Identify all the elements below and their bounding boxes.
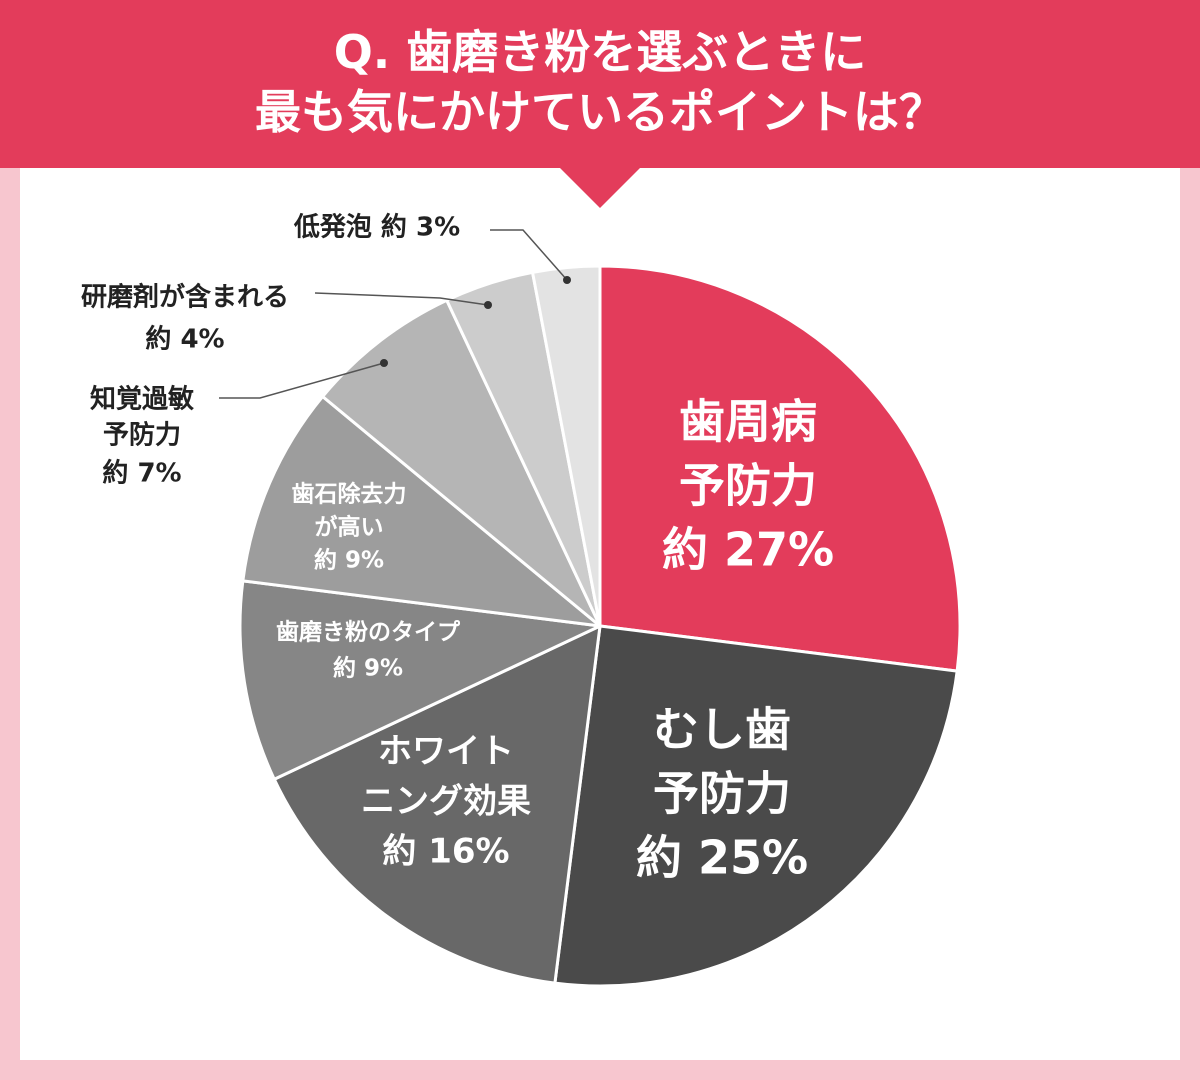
question-title-line-1: Q. 歯磨き粉を選ぶときに (333, 25, 867, 79)
leader-dot (563, 276, 571, 284)
slice-value-label: 約 9% (333, 655, 403, 682)
pie-slice (272, 624, 602, 985)
pie-slice (531, 264, 602, 628)
slice-value-label: 約 16% (382, 832, 509, 872)
chart-panel: 歯周病 予防力約 27% むし歯 予防力約 25% ホワイト ニング効果約 16% 歯磨き粉… (20, 168, 1180, 1060)
slice-value-label: 約 9% (314, 547, 384, 574)
slice-label: 予防力 (679, 459, 817, 513)
leader-line (490, 229, 568, 281)
question-title-line-2: 最も気にかけているポイントは？ (255, 85, 945, 139)
slice-value-label: 約 25% (636, 831, 808, 885)
slice-label: 研磨剤が含まれる (81, 282, 289, 313)
slice-value-label: 約 7% (102, 458, 181, 489)
slice-label: が高い (315, 514, 384, 541)
slice-label: 予防力 (653, 767, 791, 821)
leader-line (314, 292, 489, 306)
pie-slice (321, 298, 602, 628)
slice-label: ホワイト (378, 732, 514, 772)
slice-value-label: 約 4% (145, 324, 224, 355)
slice-label: 歯周病 (679, 395, 817, 449)
slice-label: 低発泡 約 3% (293, 212, 460, 243)
pie-slice (553, 624, 959, 988)
slice-label: 知覚過敏 (90, 385, 194, 415)
slice-label: ニング効果 (361, 782, 531, 822)
leader-line (219, 362, 385, 399)
leader-dot (380, 359, 388, 367)
slice-value-label: 約 27% (662, 523, 834, 577)
slice-label: 予防力 (103, 421, 181, 451)
pie-slice (238, 579, 602, 781)
slice-label: 歯磨き粉のタイプ (276, 620, 461, 646)
slice-label: 歯石除去力 (292, 481, 407, 508)
question-banner: Q. 歯磨き粉を選ぶときに 最も気にかけているポイントは？ (0, 0, 1200, 168)
banner-pointer (560, 168, 640, 208)
leader-dot (484, 301, 492, 309)
pie-slice (241, 395, 602, 628)
slice-label: むし歯 (653, 703, 791, 757)
pie-slice (598, 264, 962, 673)
